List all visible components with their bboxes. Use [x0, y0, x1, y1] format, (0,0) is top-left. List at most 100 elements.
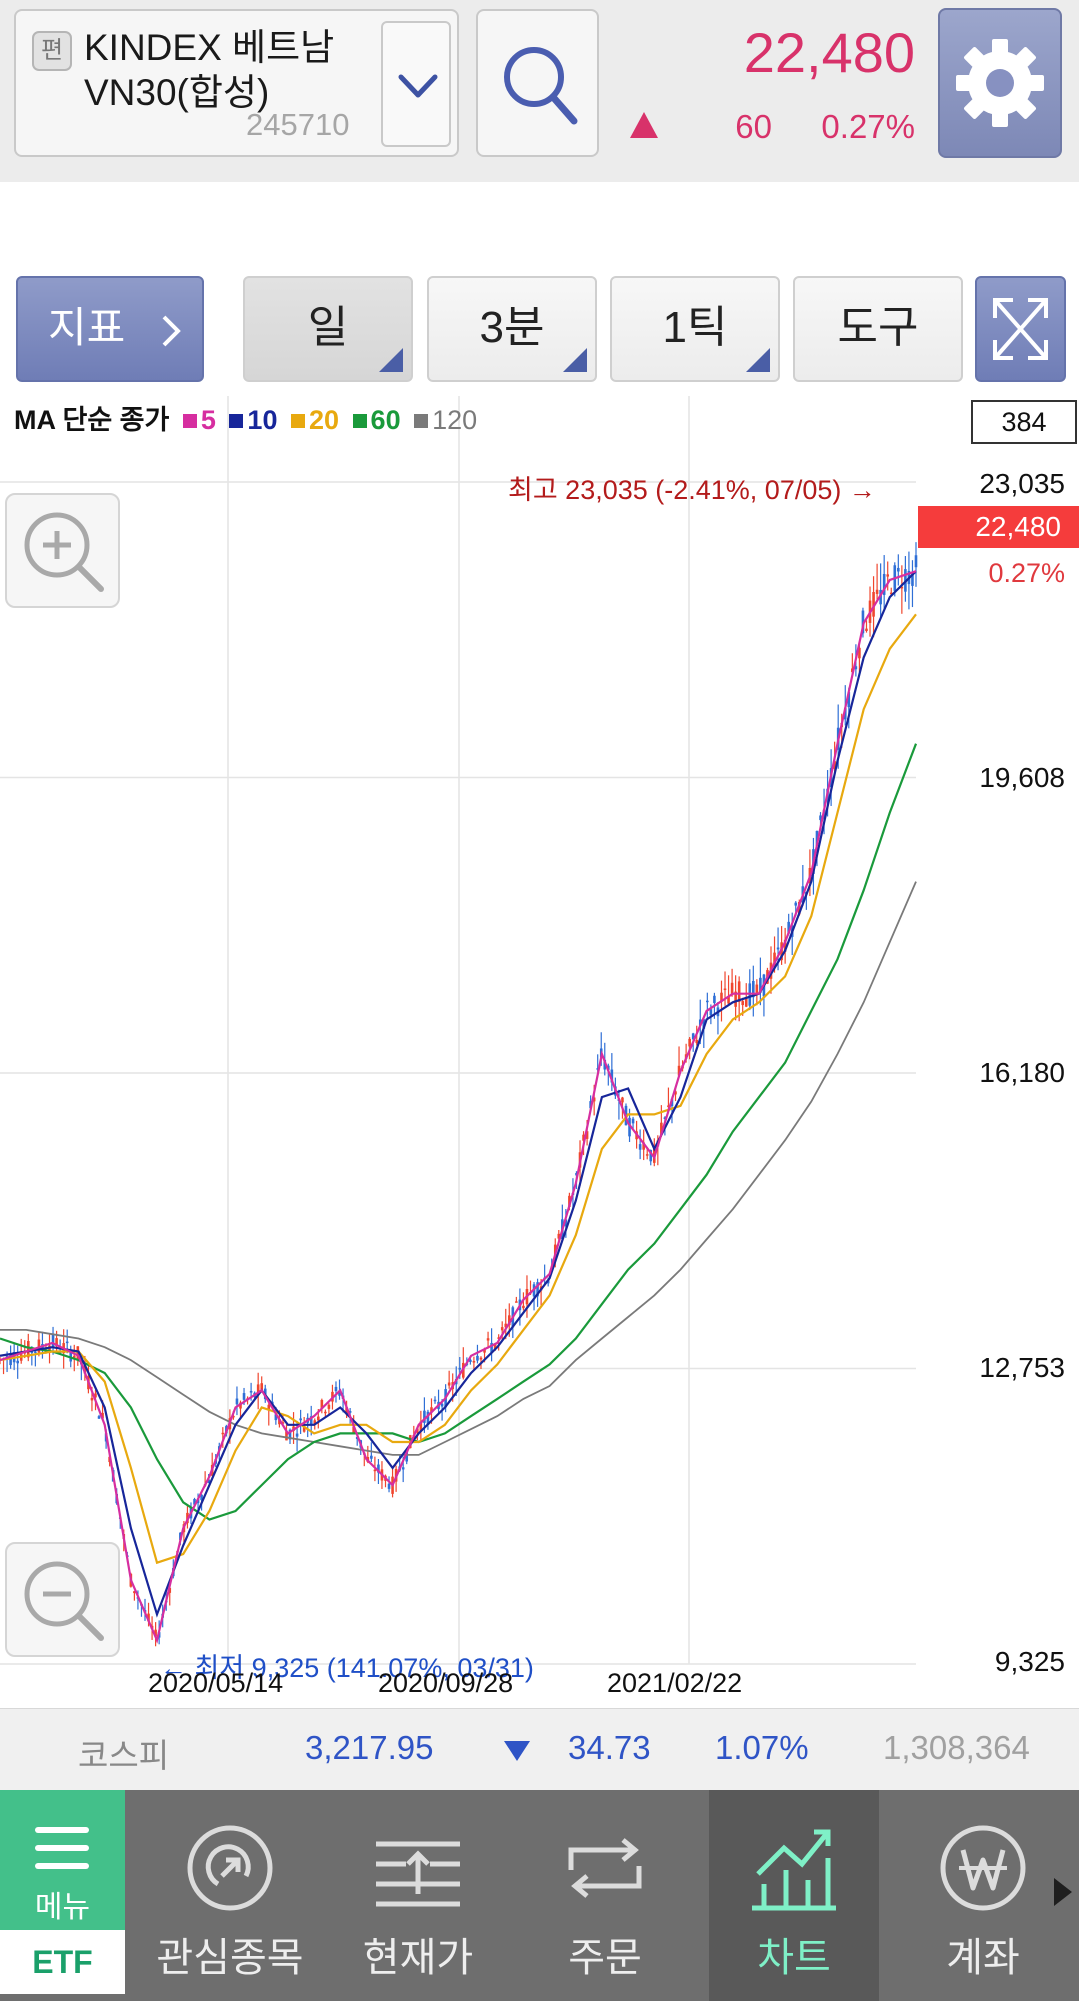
edit-badge[interactable]: 편 [32, 31, 72, 71]
period-tick-label: 1틱 [662, 303, 728, 352]
candle-body [861, 610, 865, 634]
index-value: 3,217.95 [305, 1729, 434, 1766]
candle-body [631, 1118, 635, 1124]
ma-legend[interactable]: MA 단순 종가 5 10 20 60 120 [14, 398, 483, 437]
candle-body [713, 995, 716, 1003]
candle-count-box[interactable]: 384 [971, 400, 1077, 444]
candle-body [483, 1348, 486, 1353]
candle-body [309, 1416, 313, 1425]
candle-body [433, 1399, 437, 1402]
candle-body [688, 1038, 691, 1047]
candle-body [76, 1346, 80, 1361]
menu-button[interactable]: 메뉴 [0, 1790, 125, 1930]
ma-line-20 [0, 613, 917, 1565]
y-tick-label: 16,180 [979, 1057, 1065, 1088]
candle-body [691, 1033, 695, 1040]
ma-line-10 [0, 570, 917, 1618]
search-button[interactable] [476, 9, 599, 157]
candle-body [797, 901, 801, 915]
candle-body [334, 1386, 338, 1392]
candle-body [288, 1429, 292, 1440]
etf-category-label[interactable]: ETF [0, 1930, 125, 1994]
menu-label: 메뉴 [34, 1891, 91, 1924]
nav-watchlist[interactable]: 관심종목 [145, 1790, 315, 2001]
candle-body [815, 830, 819, 847]
nav-chart[interactable]: 차트 [709, 1790, 879, 2001]
candle-body [48, 1345, 51, 1353]
candle-body [914, 555, 918, 568]
candle-body [274, 1414, 278, 1421]
candle-body [147, 1613, 150, 1622]
candle-body [610, 1069, 614, 1083]
nav-account[interactable]: 계좌 [898, 1790, 1068, 2001]
candle-body [507, 1315, 511, 1326]
nav-account-label: 계좌 [946, 1936, 1020, 1980]
candle-body [564, 1219, 568, 1227]
zoom-in-button[interactable] [5, 493, 120, 608]
fullscreen-button[interactable] [975, 276, 1066, 382]
candle-body [727, 996, 730, 1004]
legend-ma120: 120 [414, 405, 477, 435]
candle-body [295, 1433, 299, 1437]
candle-body [302, 1426, 306, 1432]
candle-body [897, 567, 900, 572]
scroll-right-arrow-icon[interactable] [1050, 1872, 1076, 1912]
candle-body [865, 628, 868, 631]
up-triangle-icon [630, 112, 658, 138]
candle-body [638, 1144, 642, 1150]
y-tick-label: 9,325 [994, 1646, 1065, 1677]
ma-line-60 [0, 743, 918, 1521]
candle-body [755, 984, 759, 993]
nav-order[interactable]: 주문 [520, 1790, 690, 2001]
chart-toolbar: 지표 일 3분 1틱 도구 [0, 262, 1079, 392]
candle-body [426, 1411, 430, 1425]
high-price-annotation: 최고 23,035 (-2.41%, 07/05) → [508, 475, 876, 505]
period-tick-button[interactable]: 1틱 [610, 276, 780, 382]
candle-body [490, 1342, 493, 1353]
candle-body [486, 1338, 490, 1341]
candle-body [69, 1350, 73, 1362]
candle-body [660, 1122, 663, 1135]
settings-button[interactable] [938, 8, 1062, 158]
current-pct-tag: 0.27% [988, 558, 1065, 588]
candle-body [744, 997, 748, 1007]
candle-body [200, 1494, 203, 1501]
candle-body [256, 1384, 260, 1395]
current-price: 22,480 [743, 21, 915, 84]
candle-body [645, 1154, 649, 1156]
period-minute-button[interactable]: 3분 [427, 276, 597, 382]
candle-body [667, 1105, 670, 1107]
candle-body [51, 1333, 55, 1347]
candle-body [706, 1000, 709, 1003]
candle-body [317, 1416, 320, 1421]
nav-current-price[interactable]: 현재가 [333, 1790, 503, 2001]
price-chart[interactable]: MA 단순 종가 5 10 20 60 120 384 23,035 22,48… [0, 396, 1079, 1708]
legend-swatch [229, 414, 244, 428]
stock-dropdown-button[interactable] [381, 21, 451, 147]
candle-body [320, 1399, 324, 1408]
nav-current-price-label: 현재가 [362, 1936, 474, 1980]
candle-body [97, 1416, 101, 1419]
period-day-label: 일 [307, 303, 349, 352]
candle-body [458, 1367, 462, 1370]
period-day-button[interactable]: 일 [243, 276, 413, 382]
zoom-out-button[interactable] [5, 1542, 120, 1657]
candle-body [663, 1117, 667, 1119]
candle-body [819, 815, 822, 821]
candle-body [348, 1411, 352, 1413]
account-won-icon [940, 1825, 1026, 1911]
stock-selector[interactable]: 편 KINDEX 베트남VN30(합성) 245710 [14, 9, 459, 157]
dropdown-corner-icon [563, 348, 587, 372]
candle-body [734, 991, 737, 1007]
chart-icon [752, 1829, 836, 1911]
legend-ma60: 60 [352, 405, 401, 435]
nav-watchlist-label: 관심종목 [156, 1936, 304, 1980]
market-index-bar[interactable]: 코스피 3,217.95 34.73 1.07% 1,308,364 [0, 1708, 1079, 1790]
tools-button[interactable]: 도구 [793, 276, 963, 382]
stock-name[interactable]: KINDEX 베트남VN30(합성) [84, 27, 335, 113]
candle-body [476, 1355, 479, 1361]
candle-body [377, 1464, 380, 1473]
indicator-button[interactable]: 지표 [16, 276, 204, 382]
chart-canvas[interactable] [0, 396, 1079, 1708]
candle-body [886, 574, 890, 577]
